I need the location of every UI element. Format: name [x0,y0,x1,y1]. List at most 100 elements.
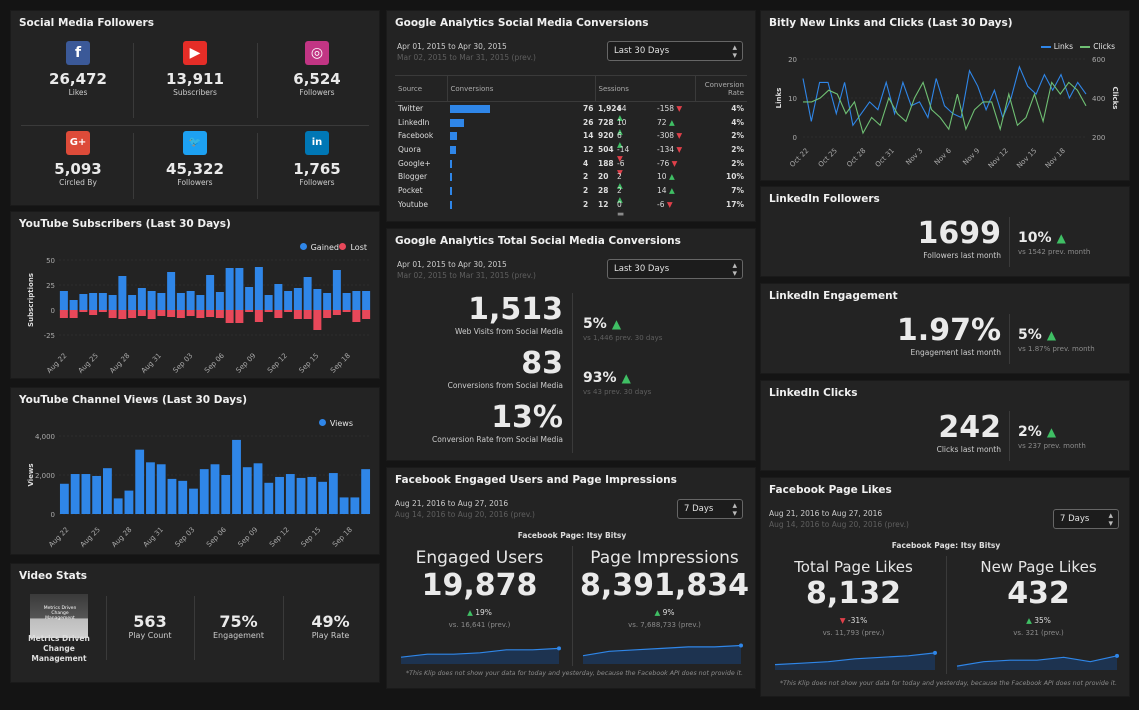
y-tick-label: 4,000 [35,433,55,441]
new-page-likes-sparkline[interactable] [955,648,1119,670]
col-sessions[interactable]: Sessions [595,75,696,102]
linkedin-clicks-panel: LinkedIn Clicks 242 Clicks last month 2%… [760,380,1130,471]
legend-gained[interactable]: Gained [299,243,339,252]
legend-lost[interactable]: Lost [339,243,367,252]
up-arrow-icon: ▲ [668,172,675,182]
y-axis-label: Subscriptions [27,273,35,327]
conv-value: 76 [583,104,594,114]
lost-bar [362,310,371,319]
table-row[interactable]: Blogger 2 2 ▲ 20 10 ▲ 10% [395,170,747,190]
period-select[interactable]: 7 Days ▴ ▾ [677,499,743,519]
gained-bar [284,291,293,310]
change-vs: vs 1.87% prev. month [1018,345,1095,353]
conversions-cell: 76 64 ▲ [447,102,627,122]
change-pct: 93% [583,370,617,386]
source-cell: Blogger [398,172,428,182]
legend-views[interactable]: Views [318,419,353,428]
table-row[interactable]: Google+ 4 -6 ▼ 188 -76 ▼ 2% [395,156,747,177]
block-title: New Page Likes [980,558,1097,576]
conversions-change: 93% ▲ vs 43 prev. 30 days [583,367,651,396]
play-count-stat: 563 Play Count [106,612,194,640]
bitly-panel: Bitly New Links and Clicks (Last 30 Days… [760,10,1130,181]
x-tick-label: Nov 12 [987,147,1010,170]
period-select[interactable]: 7 Days ▴ ▾ [1053,509,1119,529]
table-row[interactable]: LinkedIn 26 10 ▲ 728 72 ▲ 4% [395,115,747,136]
y-axis-label-left: Links [775,88,783,109]
down-arrow-icon: ▼ [617,153,623,163]
kpi-value: 1699 [917,216,1002,251]
table-row[interactable]: Pocket 2 2 ▲ 28 14 ▲ 7% [395,184,747,204]
views-bar [59,483,69,514]
date-range-select[interactable]: Last 30 Days ▴ ▾ [607,259,743,279]
block-title: Total Page Likes [794,558,913,576]
views-chart[interactable]: 4,000 2,000 0 Views Aug 22 Aug 25 Aug 28 Aug 31… [11,428,381,553]
video-caption: Metrics Driven Change Management [28,634,90,663]
stat-label: Subscribers [173,88,217,97]
video-stats-panel: Video Stats Metrics Driven Change Manage… [10,563,380,683]
play-rate-stat: 49% Play Rate [283,612,378,640]
social-stat: f 26,472 Likes [28,41,128,97]
kpi-change: 5% ▲ vs 1.87% prev. month [1018,324,1095,353]
views-bar [124,490,134,514]
lost-bar [274,310,283,318]
legend-links[interactable]: Links [1040,42,1073,51]
gained-bar [147,291,156,310]
down-arrow-icon: ▼ [676,144,683,154]
conversion-bar [450,132,457,141]
stat-label: Play Rate [311,631,350,640]
engagement-stat: 75% Engagement [194,612,283,640]
stat-value: 49% [311,612,350,631]
date-range-select[interactable]: Last 30 Days ▴ ▾ [607,41,743,61]
lost-bar [176,310,185,318]
views-bar [92,475,102,514]
col-conversion-rate[interactable]: Conversion Rate [704,80,744,97]
lost-bar [98,310,107,312]
col-conversions[interactable]: Conversions [447,75,596,102]
engaged-users-sparkline[interactable] [399,642,561,664]
lost-bar [137,310,146,316]
panel-title: YouTube Channel Views (Last 30 Days) [19,394,248,406]
video-thumbnail[interactable]: Metrics Driven Change Management [30,594,88,638]
col-source[interactable]: Source [395,75,448,102]
sess-prev: -76 [657,158,670,168]
x-tick-label: Aug 31 [140,352,163,375]
subscribers-chart[interactable]: 50 25 0 -25 Subscriptions Aug 22 Aug 25 Aug 28 A… [11,252,381,377]
panel-title: Facebook Page Likes [769,484,892,496]
sess-prev: -308 [657,131,675,141]
down-arrow-icon: ▼ [839,616,846,625]
sess-prev: -6 [657,199,665,209]
gained-bar [186,291,195,310]
x-tick-label: Oct 22 [788,147,810,169]
stat-value: 13,911 [166,70,224,88]
web-visits-change: 5% ▲ vs 1,446 prev. 30 days [583,313,662,342]
bitly-chart[interactable]: 20 600 10 400 0 200 Links Clicks Oct 22 Oct 25 Oct… [761,51,1131,179]
table-row[interactable]: Twitter 76 64 ▲ 1,924 -158 ▼ 4% [395,102,747,122]
table-row[interactable]: Youtube 2 0 ▬ 12 -6 ▼ 17% [395,197,747,218]
stat-label: Followers [299,178,335,187]
table-row[interactable]: Quora 12 -14 ▼ 504 -134 ▼ 2% [395,143,747,163]
page-impressions-block: Page Impressions 8,391,834 ▲ 9% vs. 7,68… [572,548,757,629]
legend-clicks[interactable]: Clicks [1080,42,1115,51]
sparkline-area [401,648,559,664]
views-bar [167,478,177,514]
x-tick-label: Aug 28 [110,526,133,549]
total-page-likes-sparkline[interactable] [773,648,937,670]
y-axis-label: Views [27,463,35,486]
change-vs: vs 237 prev. month [1018,442,1086,450]
sparkline-area [583,645,741,664]
down-arrow-icon: ▼ [676,131,683,141]
conversions-cell: 26 10 ▲ [447,115,627,136]
views-bar [103,468,112,514]
views-bar [339,497,349,514]
block-value: 8,132 [806,576,901,611]
social-stat: in 1,765 Followers [267,131,367,187]
x-tick-label: Sep 18 [329,352,352,375]
change-pct: 10% [1018,230,1052,246]
sessions-cell: 12 -6 ▼ [595,197,695,211]
conversion-bar [450,118,464,127]
table-row[interactable]: Facebook 14 6 ▲ 920 -308 ▼ 2% [395,129,747,149]
page-impressions-sparkline[interactable] [581,642,743,664]
conv-prev: 0 [617,199,622,209]
sess-prev: -158 [657,104,675,114]
gained-bar [137,288,146,310]
